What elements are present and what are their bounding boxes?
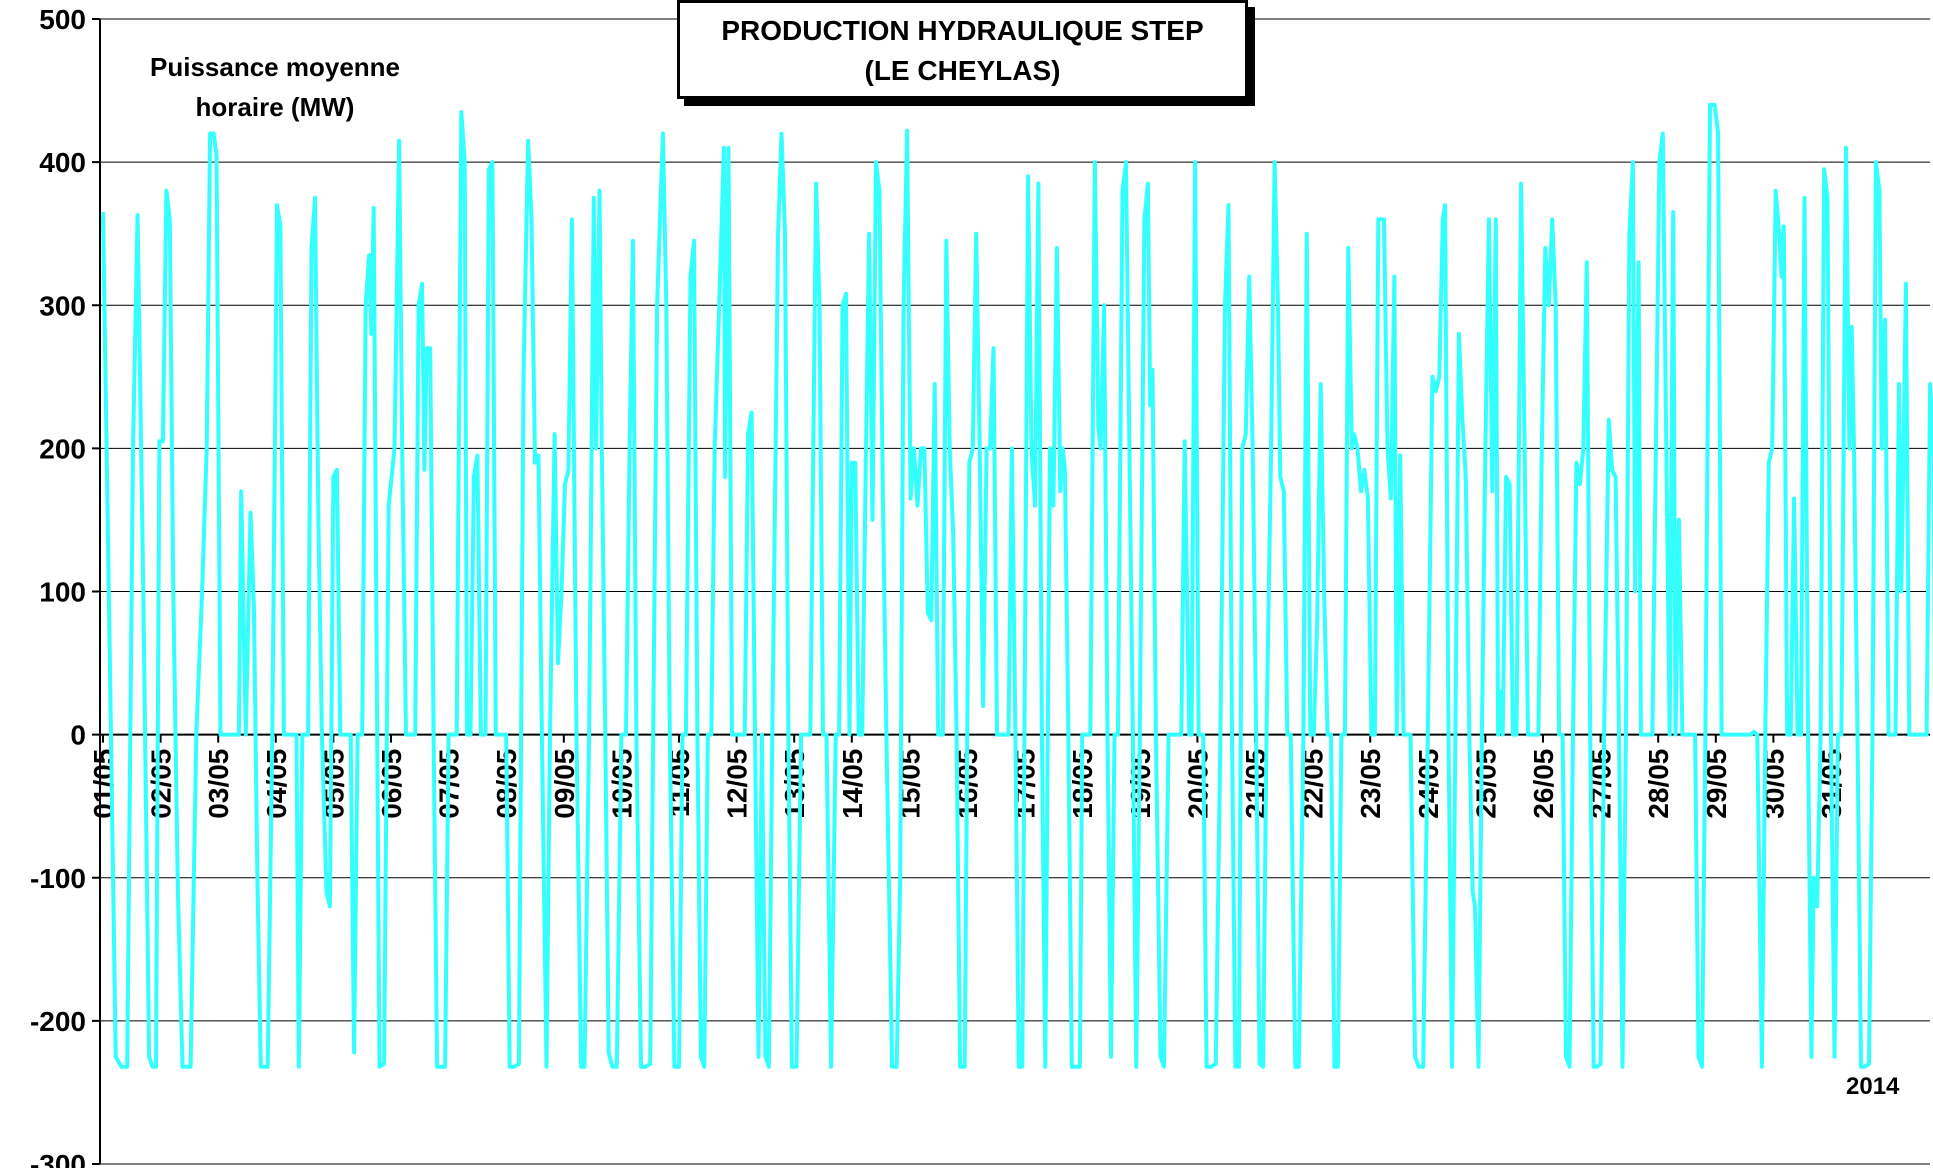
x-tick-label: 12/05	[722, 749, 753, 819]
x-tick-label: 14/05	[837, 749, 868, 819]
x-tick-label: 04/05	[261, 749, 292, 819]
x-tick-label: 06/05	[376, 749, 407, 819]
series-layer	[101, 102, 1933, 1069]
x-tick-label: 01/05	[88, 749, 119, 819]
y-tick-label: -100	[30, 863, 86, 894]
series-line-0	[101, 102, 1933, 1069]
y-tick-label: 300	[39, 290, 86, 321]
x-tick-label: 02/05	[146, 749, 177, 819]
chart-title-line-1: PRODUCTION HYDRAULIQUE STEP	[721, 15, 1204, 46]
x-tick-label: 23/05	[1355, 749, 1386, 819]
y-tick-label: 500	[39, 4, 86, 35]
y-tick-label: 200	[39, 433, 86, 464]
y-axis-label-line-2: horaire (MW)	[195, 92, 355, 122]
x-tick-label: 03/05	[203, 749, 234, 819]
x-tick-label: 26/05	[1528, 749, 1559, 819]
y-tick-label: 100	[39, 577, 86, 608]
chart-title-box: PRODUCTION HYDRAULIQUE STEP (LE CHEYLAS)	[677, 0, 1248, 99]
y-axis-ticks: 500 400 300 200 100 0 -100 -200 -300	[30, 4, 100, 1168]
y-axis-label-line-1: Puissance moyenne	[150, 52, 400, 82]
y-axis-label: Puissance moyenne horaire (MW)	[100, 47, 450, 127]
x-tick-label: 28/05	[1643, 749, 1674, 819]
y-tick-label: -300	[30, 1149, 86, 1168]
y-tick-label: 400	[39, 147, 86, 178]
y-tick-label: 0	[70, 720, 86, 751]
x-tick-label: 09/05	[549, 749, 580, 819]
x-tick-label: 13/05	[779, 749, 810, 819]
chart-title-line-2: (LE CHEYLAS)	[864, 55, 1061, 86]
y-tick-label: -200	[30, 1006, 86, 1037]
x-tick-label: 20/05	[1182, 749, 1213, 819]
x-tick-label: 25/05	[1470, 749, 1501, 819]
year-label: 2014	[1846, 1073, 1900, 1100]
